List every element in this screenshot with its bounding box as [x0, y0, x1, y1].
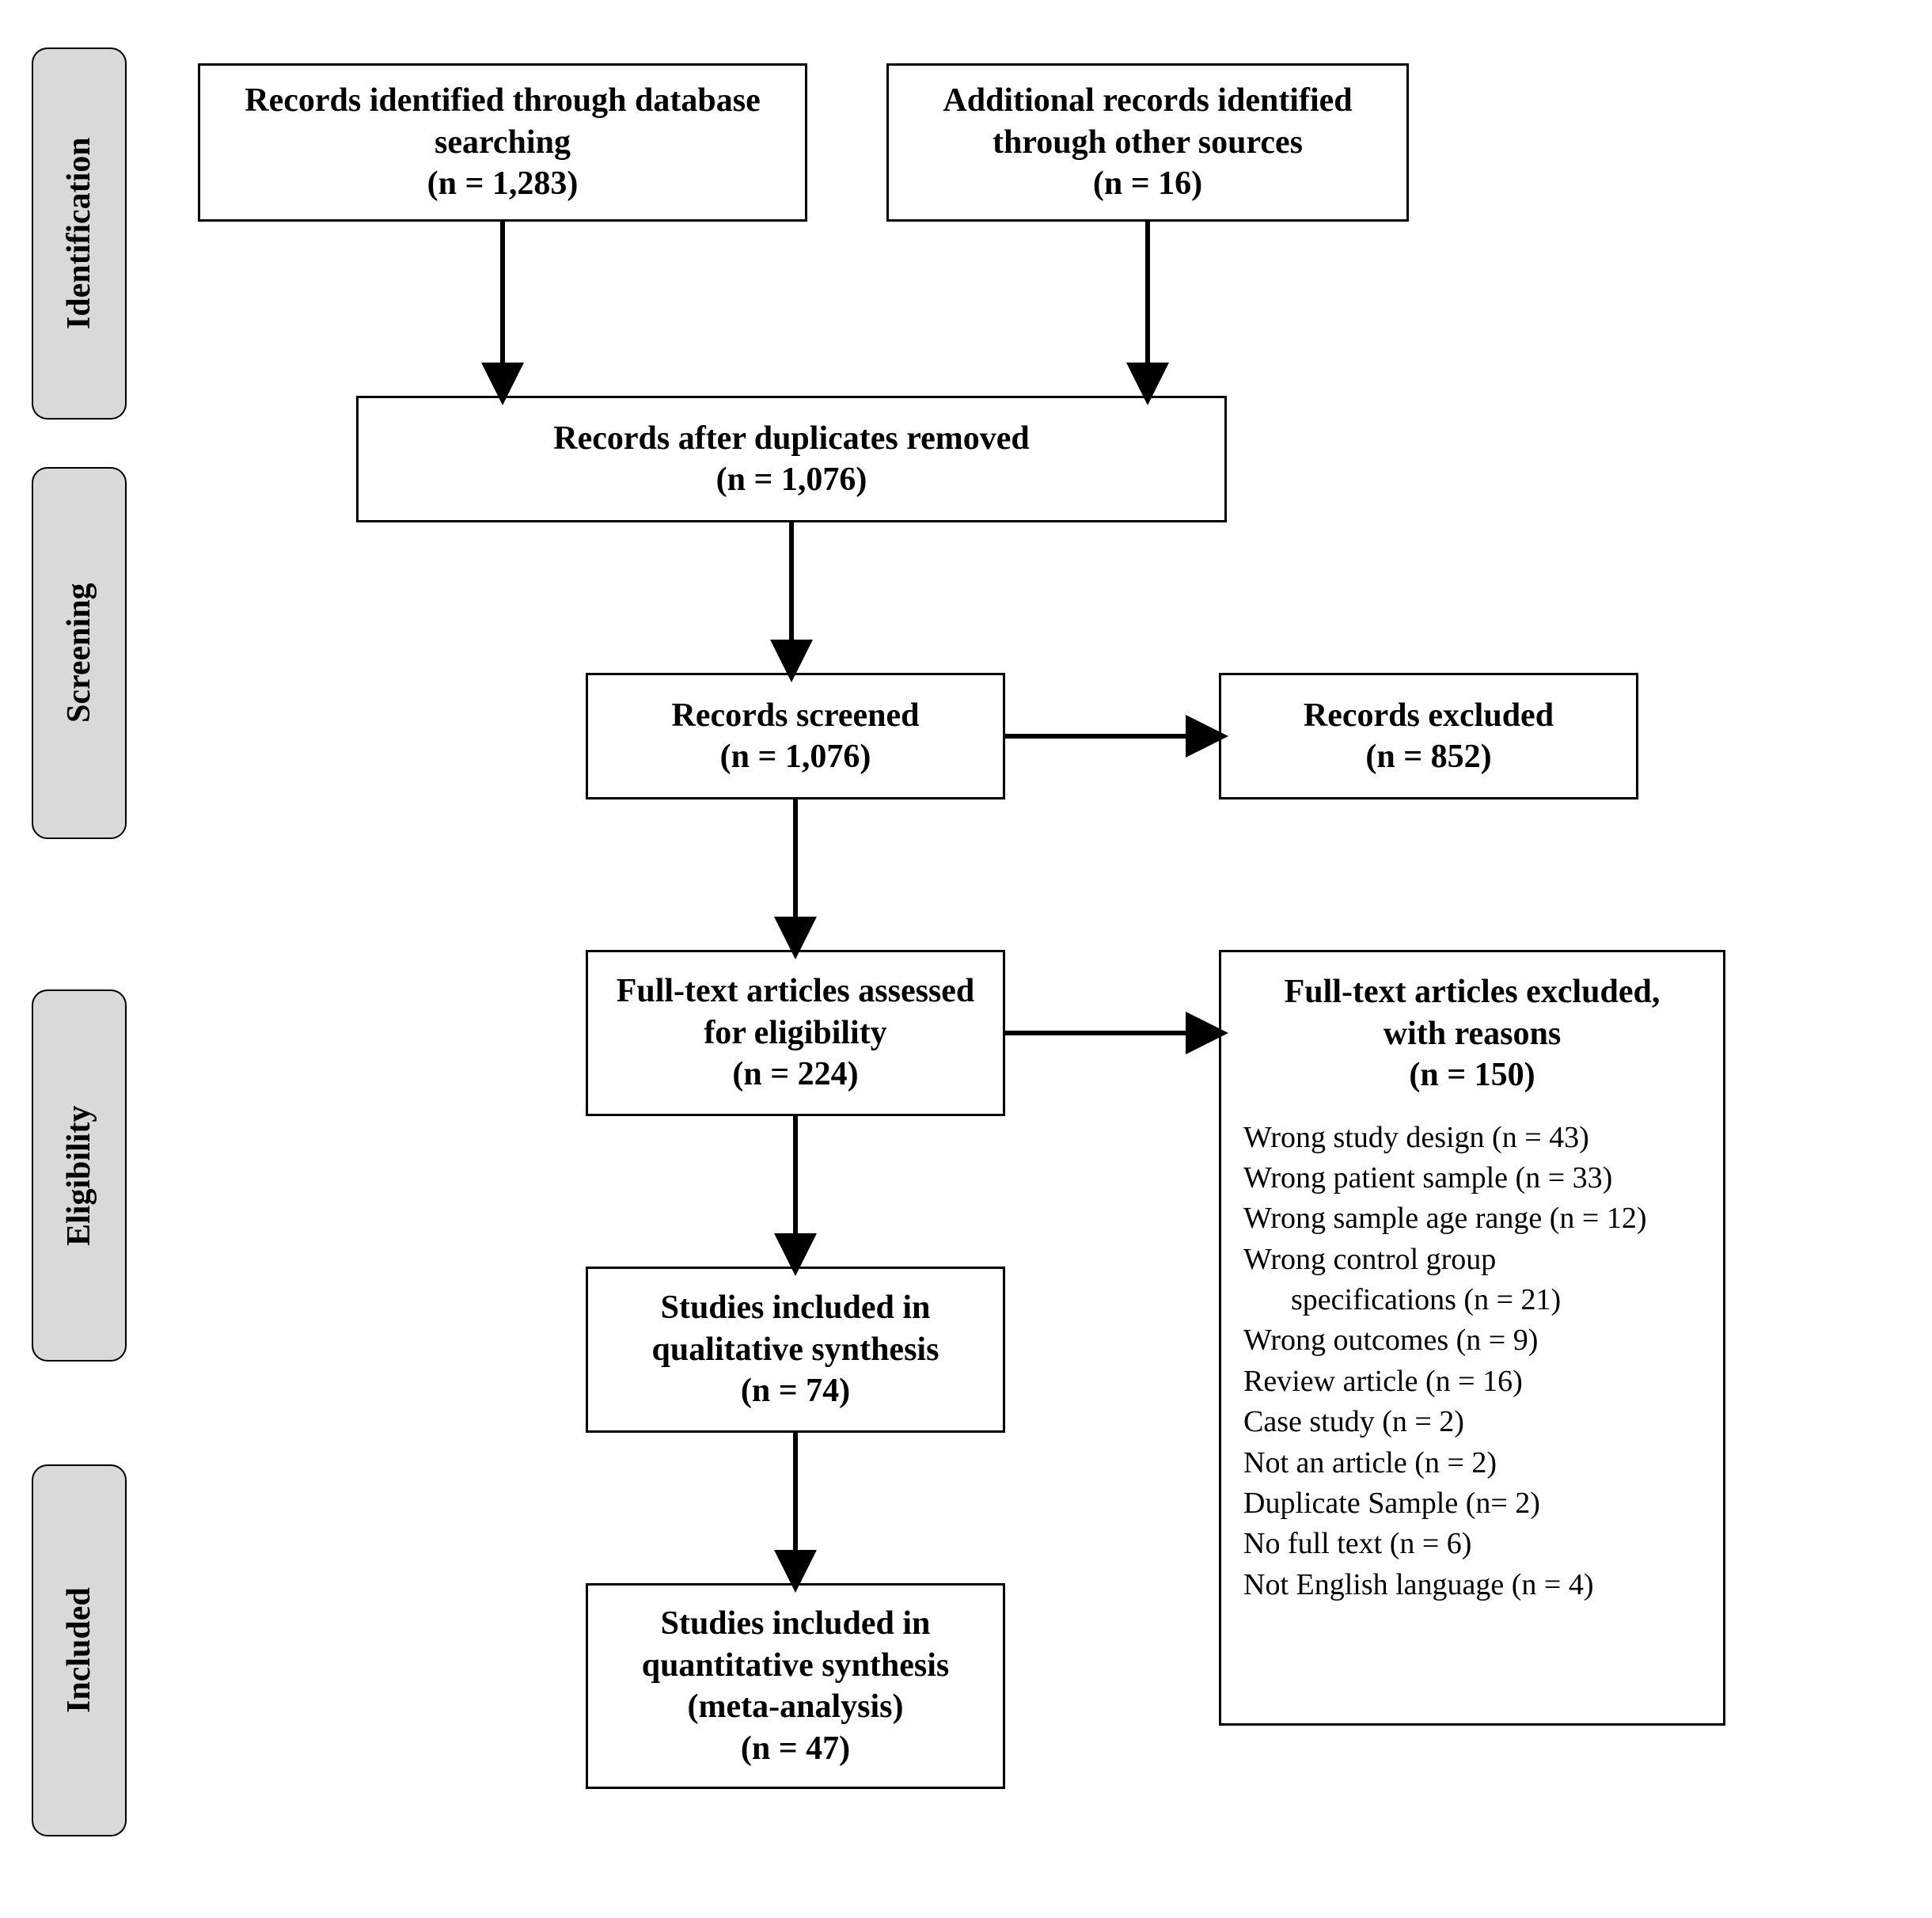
node-line: for eligibility: [704, 1012, 886, 1054]
phase-identification: Identification: [32, 47, 127, 420]
reason-item: Wrong sample age range (n = 12): [1243, 1199, 1701, 1238]
node-other-sources: Additional records identified through ot…: [886, 63, 1409, 222]
phase-label-text: Screening: [60, 583, 98, 724]
node-line: Studies included in: [661, 1287, 931, 1329]
reason-item: Wrong control group: [1243, 1240, 1701, 1279]
prisma-flow-diagram: Identification Screening Eligibility Inc…: [16, 16, 1932, 1902]
node-line: quantitative synthesis: [642, 1645, 950, 1687]
reason-item: Wrong study design (n = 43): [1243, 1119, 1701, 1157]
reason-item: Review article (n = 16): [1243, 1362, 1701, 1401]
node-line: Records after duplicates removed: [553, 418, 1030, 460]
node-count: (n = 224): [732, 1054, 858, 1096]
node-count: (n = 47): [741, 1728, 850, 1770]
node-line: Additional records identified: [943, 80, 1352, 122]
node-count: (n = 1,283): [427, 163, 579, 205]
reason-item: specifications (n = 21): [1243, 1281, 1701, 1320]
node-count: (n = 852): [1365, 736, 1491, 778]
node-line: Studies included in: [661, 1603, 931, 1645]
node-excluded-reasons: Full-text articles excluded, with reason…: [1219, 950, 1725, 1726]
reasons-header-line: with reasons: [1384, 1016, 1561, 1052]
reason-item: Duplicate Sample (n= 2): [1243, 1484, 1701, 1523]
reasons-list: Wrong study design (n = 43)Wrong patient…: [1243, 1119, 1701, 1605]
phase-label-text: Eligibility: [60, 1105, 98, 1245]
node-line: searching: [435, 122, 571, 164]
reason-item: No full text (n = 6): [1243, 1525, 1701, 1563]
reasons-header-line: Full-text articles excluded,: [1285, 974, 1661, 1010]
node-line: Records excluded: [1304, 695, 1554, 737]
node-line: Records screened: [672, 695, 920, 737]
phase-eligibility: Eligibility: [32, 989, 127, 1362]
node-excluded-screen: Records excluded (n = 852): [1219, 673, 1638, 799]
node-fulltext: Full-text articles assessed for eligibil…: [586, 950, 1005, 1116]
node-db-search: Records identified through database sear…: [198, 63, 807, 222]
reason-item: Wrong patient sample (n = 33): [1243, 1159, 1701, 1198]
node-line: (meta-analysis): [688, 1686, 904, 1728]
node-line: through other sources: [993, 122, 1303, 164]
phase-label-text: Included: [60, 1588, 98, 1714]
node-count: (n = 1,076): [720, 736, 871, 778]
reasons-header-count: (n = 150): [1409, 1057, 1535, 1093]
phase-included: Included: [32, 1464, 127, 1836]
node-line: Full-text articles assessed: [617, 970, 975, 1012]
node-count: (n = 74): [741, 1370, 850, 1412]
reason-item: Not an article (n = 2): [1243, 1444, 1701, 1483]
node-quantitative: Studies included in quantitative synthes…: [586, 1583, 1005, 1789]
phase-label-text: Identification: [60, 138, 98, 330]
node-qualitative: Studies included in qualitative synthesi…: [586, 1267, 1005, 1433]
node-count: (n = 1,076): [716, 459, 867, 501]
node-count: (n = 16): [1093, 163, 1202, 205]
reasons-header: Full-text articles excluded, with reason…: [1243, 971, 1701, 1096]
reason-item: Case study (n = 2): [1243, 1403, 1701, 1441]
node-dedup: Records after duplicates removed (n = 1,…: [356, 396, 1227, 522]
reason-item: Not English language (n = 4): [1243, 1566, 1701, 1605]
phase-screening: Screening: [32, 467, 127, 839]
node-line: qualitative synthesis: [652, 1329, 939, 1371]
reason-item: Wrong outcomes (n = 9): [1243, 1321, 1701, 1360]
node-screened: Records screened (n = 1,076): [586, 673, 1005, 799]
node-line: Records identified through database: [245, 80, 760, 122]
